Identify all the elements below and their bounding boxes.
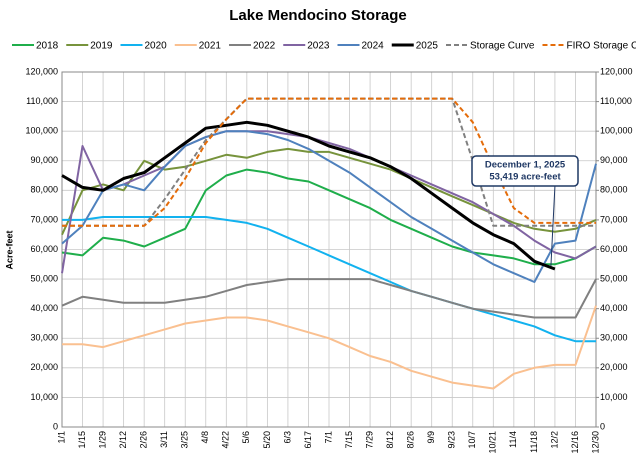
series-line <box>62 216 596 343</box>
annotation-text: December 1, 2025 <box>485 160 566 171</box>
x-tick-label: 11/4 <box>508 431 518 448</box>
legend-item: 2023 <box>283 41 330 52</box>
series-line <box>61 120 556 271</box>
legend-label: 2018 <box>36 41 59 52</box>
legend-item: 2018 <box>12 41 59 52</box>
y2-tick-label: 50,000 <box>600 273 628 283</box>
y2-tick-label: 10,000 <box>600 392 628 402</box>
x-tick-label: 6/3 <box>282 431 292 444</box>
x-tick-label: 1/15 <box>77 431 87 449</box>
chart-title: Lake Mendocino Storage <box>229 7 407 24</box>
legend-item: 2019 <box>66 41 113 52</box>
legend-label: Storage Curve <box>470 41 535 52</box>
y-tick-label: 10,000 <box>30 392 58 402</box>
legend-item: 2020 <box>120 41 168 52</box>
legend-label: 2024 <box>362 41 385 52</box>
y2-tick-label: 0 <box>600 421 605 431</box>
y2-tick-label: 110,000 <box>600 96 632 106</box>
legend-item: 2021 <box>174 41 222 52</box>
y2-tick-label: 120,000 <box>600 66 633 76</box>
x-tick-label: 4/22 <box>221 431 231 449</box>
y-tick-label: 70,000 <box>30 214 58 224</box>
series-line <box>61 130 597 274</box>
x-tick-label: 3/11 <box>159 431 169 448</box>
legend-label: 2019 <box>90 41 113 52</box>
y-tick-label: 30,000 <box>30 333 58 343</box>
x-tick-label: 5/20 <box>262 431 272 449</box>
legend-item: Storage Curve <box>446 41 535 52</box>
x-tick-label: 1/29 <box>97 431 107 449</box>
legend-label: 2025 <box>416 41 439 52</box>
y2-tick-label: 80,000 <box>600 185 628 195</box>
x-tick-label: 8/12 <box>385 431 395 449</box>
series-line <box>61 278 597 319</box>
legend-item: 2022 <box>229 41 276 52</box>
x-tick-label: 12/2 <box>549 431 559 449</box>
legend-label: 2021 <box>199 41 222 52</box>
y-tick-label: 100,000 <box>25 126 58 136</box>
x-tick-label: 12/30 <box>590 431 600 454</box>
series-line <box>62 305 597 390</box>
y2-tick-label: 60,000 <box>600 244 628 254</box>
x-tick-label: 11/18 <box>529 431 539 453</box>
x-tick-label: 9/23 <box>447 431 457 449</box>
y2-tick-label: 70,000 <box>600 214 628 224</box>
legend-label: FIRO Storage Curve <box>566 41 636 52</box>
y2-tick-label: 40,000 <box>600 303 628 313</box>
x-tick-label: 3/25 <box>180 431 190 449</box>
series-line <box>62 97 596 227</box>
y2-tick-label: 20,000 <box>600 362 628 372</box>
x-tick-label: 7/1 <box>323 431 333 444</box>
y2-tick-label: 90,000 <box>600 155 628 165</box>
x-tick-label: 7/15 <box>344 431 354 449</box>
x-tick-label: 8/26 <box>406 431 416 449</box>
y-tick-label: 110,000 <box>26 96 58 106</box>
legend-item: 2025 <box>391 41 439 52</box>
y-tick-label: 0 <box>53 421 58 431</box>
y-tick-label: 20,000 <box>30 362 58 372</box>
annotation-box <box>471 155 579 187</box>
y2-tick-label: 30,000 <box>600 333 628 343</box>
x-tick-label: 10/21 <box>488 431 498 454</box>
x-tick-label: 7/29 <box>364 431 374 449</box>
y-tick-label: 120,000 <box>25 66 58 76</box>
x-tick-label: 1/1 <box>56 431 66 444</box>
y-tick-label: 80,000 <box>30 185 58 195</box>
y-tick-label: 40,000 <box>30 303 58 313</box>
legend-label: 2022 <box>253 41 276 52</box>
y-tick-label: 50,000 <box>30 273 58 283</box>
legend-label: 2020 <box>145 41 168 52</box>
x-tick-label: 2/12 <box>118 431 128 449</box>
annotation-leader <box>550 185 556 266</box>
y-tick-label: 60,000 <box>30 244 58 254</box>
x-tick-label: 4/8 <box>200 431 210 444</box>
x-tick-label: 9/9 <box>426 431 436 444</box>
x-tick-label: 5/6 <box>241 431 251 444</box>
series-line <box>61 168 597 266</box>
legend-item: FIRO Storage Curve <box>542 41 636 52</box>
legend-label: 2023 <box>307 41 330 52</box>
legend-item: 2024 <box>337 41 385 52</box>
annotation-text: 53,419 acre-feet <box>489 172 561 183</box>
series-line <box>61 130 597 283</box>
x-tick-label: 12/16 <box>570 431 580 454</box>
y-tick-label: 90,000 <box>30 155 58 165</box>
plot-frame <box>61 71 597 428</box>
x-tick-label: 2/26 <box>139 431 149 449</box>
x-tick-label: 6/17 <box>303 431 313 449</box>
series-line <box>61 147 597 236</box>
x-tick-label: 10/7 <box>467 431 477 449</box>
y-axis-label: Acre-feet <box>4 230 14 269</box>
y2-tick-label: 100,000 <box>600 126 633 136</box>
